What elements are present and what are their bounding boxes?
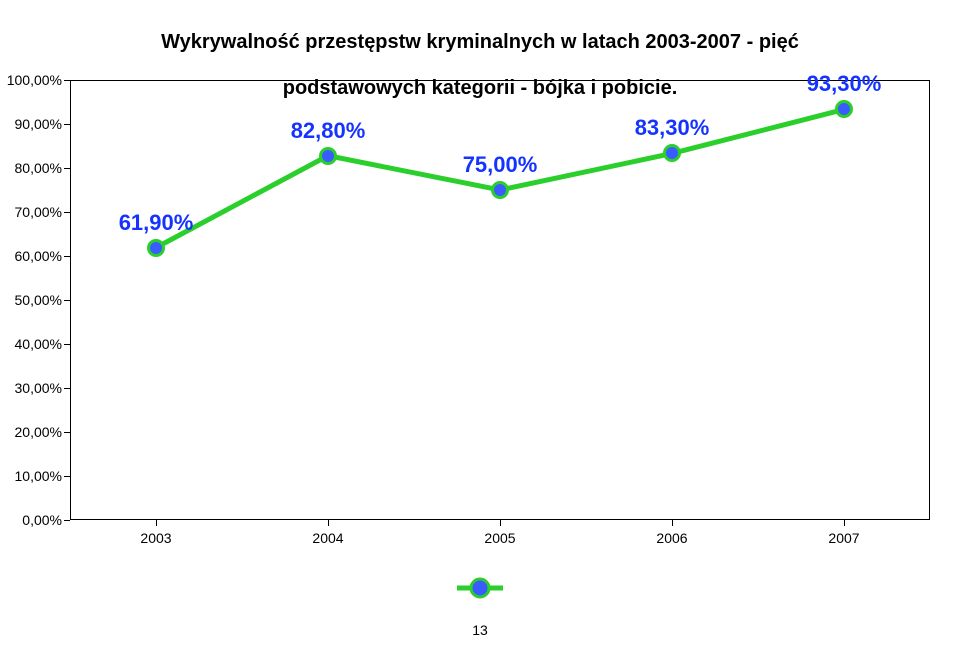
y-tick-mark: [64, 256, 70, 257]
y-tick-mark: [64, 212, 70, 213]
y-tick-mark: [64, 388, 70, 389]
y-tick-mark: [64, 168, 70, 169]
data-label: 82,80%: [291, 118, 366, 144]
legend-line-icon: [457, 576, 503, 600]
y-tick-label: 40,00%: [15, 336, 62, 352]
y-tick-label: 20,00%: [15, 424, 62, 440]
x-tick-mark: [500, 520, 501, 526]
data-marker: [319, 147, 337, 165]
x-tick-label: 2003: [140, 530, 171, 546]
x-tick-label: 2007: [828, 530, 859, 546]
data-marker: [491, 181, 509, 199]
x-tick-mark: [156, 520, 157, 526]
y-tick-label: 90,00%: [15, 116, 62, 132]
x-tick-mark: [844, 520, 845, 526]
chart-container: Wykrywalność przestępstw kryminalnych w …: [0, 0, 960, 650]
y-tick-label: 80,00%: [15, 160, 62, 176]
x-tick-mark: [328, 520, 329, 526]
data-marker: [835, 100, 853, 118]
y-tick-mark: [64, 344, 70, 345]
data-marker: [663, 144, 681, 162]
x-tick-mark: [672, 520, 673, 526]
data-label: 83,30%: [635, 115, 710, 141]
y-tick-mark: [64, 476, 70, 477]
y-tick-label: 60,00%: [15, 248, 62, 264]
y-tick-label: 10,00%: [15, 468, 62, 484]
y-tick-label: 30,00%: [15, 380, 62, 396]
series-line: [156, 109, 844, 247]
data-marker: [147, 239, 165, 257]
y-tick-mark: [64, 300, 70, 301]
y-tick-mark: [64, 432, 70, 433]
x-tick-label: 2006: [656, 530, 687, 546]
line-series-svg: [0, 0, 960, 650]
y-tick-label: 50,00%: [15, 292, 62, 308]
y-tick-mark: [64, 124, 70, 125]
data-label: 93,30%: [807, 71, 882, 97]
data-label: 75,00%: [463, 152, 538, 178]
page-number: 13: [472, 622, 488, 638]
y-tick-mark: [64, 80, 70, 81]
y-tick-mark: [64, 520, 70, 521]
y-tick-label: 100,00%: [7, 72, 62, 88]
x-tick-label: 2004: [312, 530, 343, 546]
legend-sample: [457, 576, 503, 605]
x-tick-label: 2005: [484, 530, 515, 546]
y-tick-label: 70,00%: [15, 204, 62, 220]
data-label: 61,90%: [119, 210, 194, 236]
y-tick-label: 0,00%: [22, 512, 62, 528]
